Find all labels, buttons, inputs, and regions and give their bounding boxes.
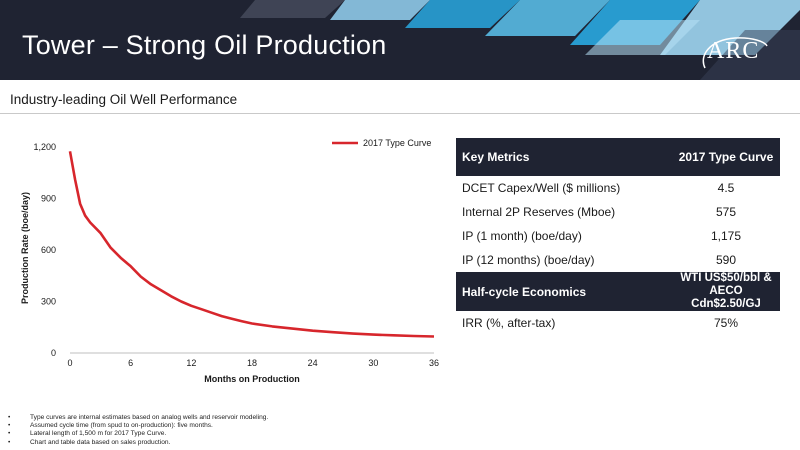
footnote-text: Chart and table data based on sales prod… xyxy=(30,438,171,446)
metrics-header-label: Key Metrics xyxy=(456,138,672,176)
table-row: Internal 2P Reserves (Mboe) 575 xyxy=(456,200,780,224)
metric-label: DCET Capex/Well ($ millions) xyxy=(462,181,621,195)
header-bar: Tower – Strong Oil Production ARC xyxy=(0,0,800,80)
footnote-item: • Chart and table data based on sales pro… xyxy=(8,438,171,446)
x-tick-label: 0 xyxy=(67,358,72,368)
x-tick-label: 6 xyxy=(128,358,133,368)
logo-swoosh-icon xyxy=(702,37,768,69)
table-row: IP (12 months) (boe/day) 590 xyxy=(456,248,780,272)
metric-value: 75% xyxy=(713,316,739,330)
x-tick-label: 24 xyxy=(308,358,318,368)
footnote-text: Lateral length of 1,500 m for 2017 Type … xyxy=(30,430,167,438)
metric-value: 4.5 xyxy=(717,181,735,195)
footnote-item: • Assumed cycle time (from spud to on-pro… xyxy=(8,422,213,430)
table-row: IP (1 month) (boe/day) 1,175 xyxy=(456,224,780,248)
metrics-table: Key Metrics 2017 Type Curve DCET Capex/W… xyxy=(456,138,780,335)
table-row: DCET Capex/Well ($ millions) 4.5 xyxy=(456,176,780,200)
footnote-item: • Type curves are internal estimates base… xyxy=(8,414,269,421)
x-tick-label: 12 xyxy=(186,358,196,368)
y-tick-label: 600 xyxy=(41,245,56,255)
metric-label: IRR (%, after-tax) xyxy=(462,316,556,330)
y-axis-ticks: 0 300 600 900 1,200 xyxy=(33,142,56,358)
metric-label: IP (1 month) (boe/day) xyxy=(462,229,582,243)
metric-value: 1,175 xyxy=(710,229,742,243)
economics-header-value: WTI US$50/bbl & AECO Cdn$2.50/GJ xyxy=(672,272,780,311)
y-axis-label: Production Rate (boe/day) xyxy=(20,192,30,304)
economics-header-line1: WTI US$50/bbl & xyxy=(680,272,772,284)
economics-header-label: Half-cycle Economics xyxy=(456,272,672,311)
y-tick-label: 0 xyxy=(51,348,56,358)
legend-label: 2017 Type Curve xyxy=(363,138,431,148)
divider xyxy=(0,113,800,114)
page-title: Tower – Strong Oil Production xyxy=(22,30,387,60)
footnote-text: Assumed cycle time (from spud to on-prod… xyxy=(30,422,213,430)
footnote-text: Type curves are internal estimates based… xyxy=(30,414,269,421)
metrics-header-value: 2017 Type Curve xyxy=(672,138,780,176)
economics-header-row: Half-cycle Economics WTI US$50/bbl & AECO… xyxy=(456,272,780,311)
x-axis-ticks: 0 6 12 18 24 30 36 xyxy=(67,358,439,368)
metrics-header-row: Key Metrics 2017 Type Curve xyxy=(456,138,780,176)
y-tick-label: 900 xyxy=(41,194,56,204)
x-tick-label: 18 xyxy=(247,358,257,368)
metric-value: 575 xyxy=(715,205,737,219)
economics-header-line2: AECO Cdn$2.50/GJ xyxy=(691,285,761,310)
logo-text: ARC xyxy=(707,38,760,64)
x-tick-label: 36 xyxy=(429,358,439,368)
metric-label: IP (12 months) (boe/day) xyxy=(462,253,595,267)
production-chart: 0 300 600 900 1,200 0 6 12 18 24 30 36 Production … xyxy=(20,138,439,384)
chart-legend: 2017 Type Curve xyxy=(332,138,431,148)
x-axis-label: Months on Production xyxy=(204,374,299,384)
y-tick-label: 1,200 xyxy=(33,142,56,152)
arc-logo: ARC xyxy=(695,34,770,74)
type-curve-line xyxy=(68,151,435,338)
table-row: IRR (%, after-tax) 75% xyxy=(456,311,780,335)
x-tick-label: 30 xyxy=(368,358,378,368)
footnotes: • Type curves are internal estimates base… xyxy=(8,414,268,447)
footnote-item: • Lateral length of 1,500 m for 2017 Type… xyxy=(8,430,167,438)
y-tick-label: 300 xyxy=(41,297,56,307)
metric-value: 590 xyxy=(715,253,737,267)
metric-label: Internal 2P Reserves (Mboe) xyxy=(462,205,616,219)
header-decoration xyxy=(240,0,800,80)
page-subtitle: Industry-leading Oil Well Performance xyxy=(10,92,238,107)
